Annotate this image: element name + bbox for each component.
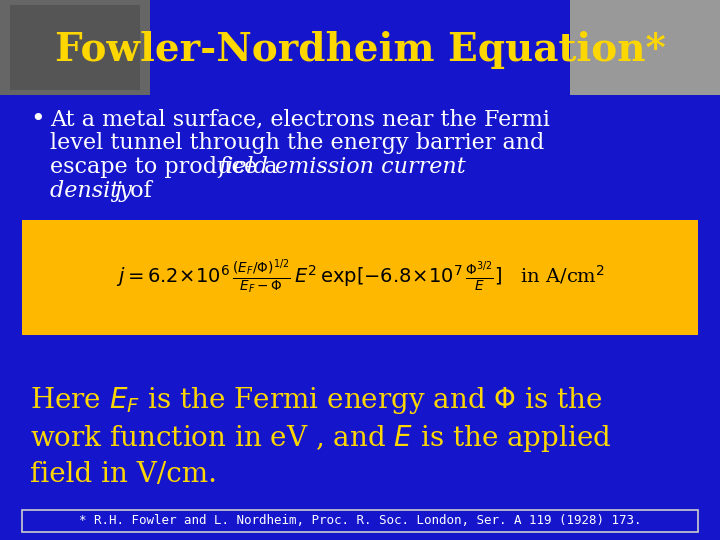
Text: Here $E_F$ is the Fermi energy and $\Phi$ is the: Here $E_F$ is the Fermi energy and $\Phi…	[30, 385, 603, 416]
Text: level tunnel through the energy barrier and: level tunnel through the energy barrier …	[50, 132, 544, 154]
Bar	[22, 510, 698, 532]
Text: work function in eV , and $E$ is the applied: work function in eV , and $E$ is the app…	[30, 423, 611, 454]
Text: field emission current: field emission current	[218, 156, 466, 178]
Text: •: •	[30, 108, 45, 131]
Bar	[22, 220, 698, 335]
Text: $j = 6.2\!\times\!10^6\,\frac{(E_F/\Phi)^{1/2}}{E_F - \Phi}\,E^2\,\mathrm{exp}[-: $j = 6.2\!\times\!10^6\,\frac{(E_F/\Phi)…	[115, 258, 605, 297]
Text: j: j	[114, 180, 121, 202]
Bar	[10, 5, 140, 90]
Text: At a metal surface, electrons near the Fermi: At a metal surface, electrons near the F…	[50, 108, 550, 130]
Text: of: of	[123, 180, 152, 202]
Text: field in V/cm.: field in V/cm.	[30, 461, 217, 488]
Bar	[0, 0, 150, 95]
Text: * R.H. Fowler and L. Nordheim, Proc. R. Soc. London, Ser. A 119 (1928) 173.: * R.H. Fowler and L. Nordheim, Proc. R. …	[78, 515, 642, 528]
Bar	[570, 0, 720, 95]
Text: density: density	[50, 180, 139, 202]
Text: Fowler-Nordheim Equation*: Fowler-Nordheim Equation*	[55, 31, 665, 69]
Text: escape to produce a: escape to produce a	[50, 156, 284, 178]
